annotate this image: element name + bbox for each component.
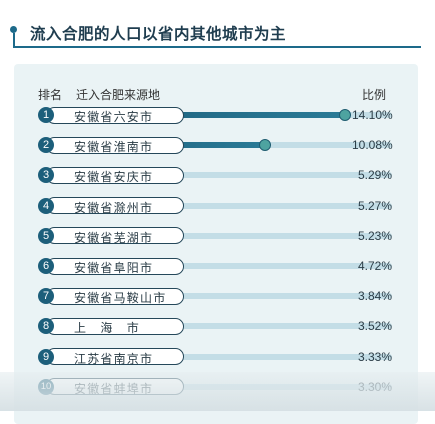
- ratio-value: 3.84%: [358, 289, 393, 304]
- title-bullet-icon: [10, 26, 17, 33]
- bar-end-marker: [258, 138, 271, 151]
- rank-badge: 2: [38, 137, 54, 154]
- title-rule: [13, 46, 421, 48]
- bar-fill: [66, 112, 345, 118]
- source-label: 安徽省安庆市: [74, 170, 154, 185]
- bar-track: [66, 263, 392, 269]
- ratio-value: 3.52%: [358, 319, 393, 334]
- bar-track: [66, 172, 392, 179]
- ratio-value: 4.72%: [358, 259, 393, 273]
- source-label: 安徽省马鞍山市: [74, 291, 167, 306]
- source-label: 安徽省芜湖市: [74, 230, 154, 245]
- header-source: 迁入合肥来源地: [76, 88, 161, 102]
- rank-badge: 3: [38, 167, 54, 184]
- bar-end-marker: [338, 108, 351, 121]
- ratio-value: 14.10%: [352, 108, 393, 122]
- rank-badge: 8: [38, 318, 54, 335]
- header-ratio: 比例: [362, 88, 387, 102]
- header-rank: 排名: [38, 88, 63, 102]
- rank-badge: 4: [38, 197, 54, 214]
- title-stem: [13, 33, 15, 47]
- rank-badge: 7: [38, 288, 54, 305]
- rank-badge: 1: [38, 107, 54, 123]
- bar-track: [66, 232, 392, 239]
- bar-track: [66, 353, 392, 360]
- bar-track: [66, 293, 392, 300]
- bar-track: [66, 202, 392, 209]
- ratio-value: 5.27%: [358, 198, 393, 213]
- source-label: 安徽省阜阳市: [74, 261, 154, 275]
- source-label: 安徽省滁州市: [74, 200, 154, 215]
- rank-badge: 9: [38, 348, 54, 365]
- rank-badge: 6: [38, 258, 54, 274]
- rank-badge: 5: [38, 227, 54, 244]
- chart-title: 流入合肥的人口以省内其他城市为主: [30, 26, 287, 43]
- ratio-value: 10.08%: [352, 138, 393, 153]
- panel-bottom-shade: [0, 372, 435, 411]
- bar-track: [66, 323, 392, 330]
- source-label: 安徽省六安市: [74, 110, 154, 124]
- source-label: 江苏省南京市: [74, 351, 154, 366]
- title-bar: 流入合肥的人口以省内其他城市为主: [0, 0, 435, 58]
- source-label: 安徽省淮南市: [74, 140, 154, 155]
- ratio-value: 5.29%: [358, 168, 393, 183]
- source-label: 上 海 市: [74, 321, 141, 336]
- ratio-value: 5.23%: [358, 228, 393, 243]
- ratio-value: 3.33%: [358, 349, 393, 364]
